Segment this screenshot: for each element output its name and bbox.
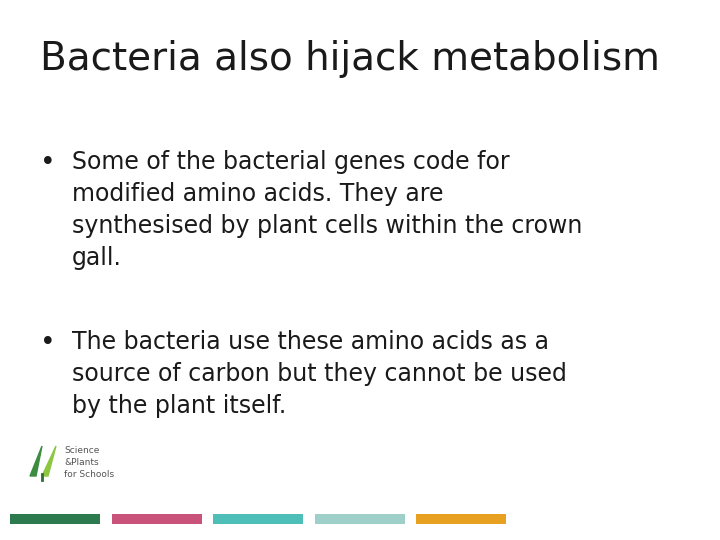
Bar [10,514,100,524]
Bar [416,514,506,524]
Text: synthesised by plant cells within the crown: synthesised by plant cells within the cr… [72,214,582,238]
Text: modified amino acids. They are: modified amino acids. They are [72,182,444,206]
Text: Some of the bacterial genes code for: Some of the bacterial genes code for [72,150,510,174]
Text: The bacteria use these amino acids as a: The bacteria use these amino acids as a [72,330,549,354]
Text: gall.: gall. [72,246,122,270]
Bar [315,514,405,524]
Text: Bacteria also hijack metabolism: Bacteria also hijack metabolism [40,40,660,78]
Polygon shape [42,446,56,476]
Bar [213,514,303,524]
Text: •: • [40,150,55,176]
Text: by the plant itself.: by the plant itself. [72,394,287,418]
Text: Science
&Plants
for Schools: Science &Plants for Schools [64,446,114,478]
Text: source of carbon but they cannot be used: source of carbon but they cannot be used [72,362,567,386]
Bar [112,514,202,524]
Polygon shape [30,446,42,476]
Text: •: • [40,330,55,356]
